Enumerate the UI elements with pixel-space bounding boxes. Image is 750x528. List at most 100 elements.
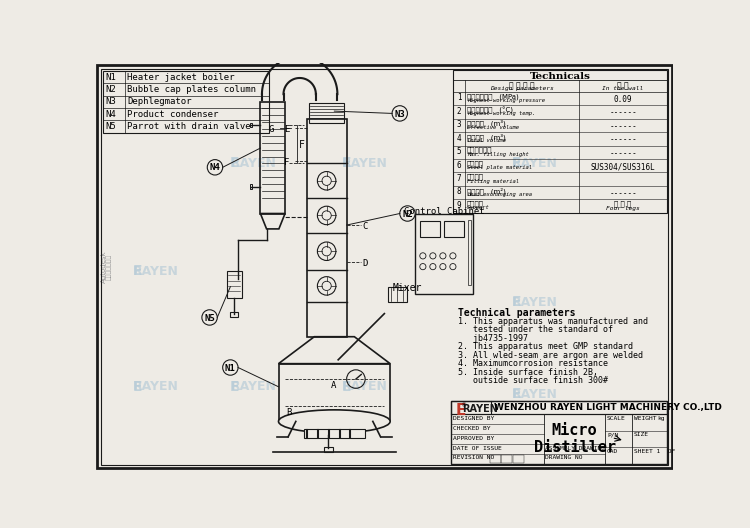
Text: N5: N5 xyxy=(204,314,215,323)
Text: 9: 9 xyxy=(457,201,461,210)
Text: F: F xyxy=(284,158,290,167)
Bar xyxy=(104,71,268,133)
Bar xyxy=(230,312,238,317)
Text: 钉板材质: 钉板材质 xyxy=(466,160,484,167)
Text: SUS304/SUS316L: SUS304/SUS316L xyxy=(591,162,656,171)
Text: ------: ------ xyxy=(609,189,637,198)
Text: REVISION NO: REVISION NO xyxy=(453,456,494,460)
Text: DATE OF ISSUE: DATE OF ISSUE xyxy=(453,446,502,450)
Text: RAYEN: RAYEN xyxy=(133,380,178,393)
Text: C: C xyxy=(362,222,368,231)
Text: F: F xyxy=(299,140,304,150)
Text: N4: N4 xyxy=(106,110,116,119)
Text: ASSEMBLY DRAWING: ASSEMBLY DRAWING xyxy=(545,446,605,450)
Text: WEIGHT: WEIGHT xyxy=(634,416,656,421)
Bar xyxy=(260,102,285,213)
Text: Effective volume: Effective volume xyxy=(466,125,519,130)
Text: N2: N2 xyxy=(402,210,412,219)
Text: SCALE: SCALE xyxy=(607,416,625,421)
Text: Four legs: Four legs xyxy=(606,206,640,211)
Text: Highest working pressure: Highest working pressure xyxy=(466,98,544,103)
Text: RAYEN: RAYEN xyxy=(512,157,557,170)
Bar xyxy=(468,220,472,285)
Text: RAYEN: RAYEN xyxy=(462,404,498,414)
Text: ------: ------ xyxy=(609,122,637,131)
Bar xyxy=(445,221,464,237)
Text: DRAWING NO: DRAWING NO xyxy=(545,456,583,460)
Text: 2: 2 xyxy=(457,107,461,116)
Text: N3: N3 xyxy=(106,97,116,106)
Text: 最高工作温度   (°C): 最高工作温度 (°C) xyxy=(466,107,513,114)
Text: 四 脚 支: 四 脚 支 xyxy=(614,201,632,208)
Bar xyxy=(502,455,512,463)
Text: E: E xyxy=(512,388,520,401)
Text: 最大充装高度: 最大充装高度 xyxy=(466,147,492,153)
Text: E: E xyxy=(512,295,520,309)
Text: 有效容积   (m³): 有效容积 (m³) xyxy=(466,120,506,127)
Text: E: E xyxy=(284,125,290,134)
Text: Total volume: Total volume xyxy=(466,138,506,143)
Text: outside surface finish 300#: outside surface finish 300# xyxy=(458,376,608,385)
Text: N2: N2 xyxy=(106,85,116,94)
Text: E: E xyxy=(133,380,142,394)
Bar xyxy=(250,122,252,127)
Text: E: E xyxy=(230,156,240,171)
Text: Heat exchanging area: Heat exchanging area xyxy=(466,192,532,197)
Text: G: G xyxy=(269,125,274,134)
Text: Max. filling height: Max. filling height xyxy=(466,152,529,157)
Text: RAYEN: RAYEN xyxy=(230,157,277,170)
Text: N3: N3 xyxy=(394,110,405,119)
Text: Highest working temp.: Highest working temp. xyxy=(466,111,535,117)
Text: 0.09: 0.09 xyxy=(614,95,632,104)
Text: E: E xyxy=(342,380,352,394)
Text: ------: ------ xyxy=(609,108,637,117)
Text: Design parameters: Design parameters xyxy=(490,87,554,91)
Bar xyxy=(323,447,333,452)
Bar xyxy=(490,455,501,463)
Text: 几何容积   (m³): 几何容积 (m³) xyxy=(466,133,506,141)
Text: 4. Maximumcorrosion resistance: 4. Maximumcorrosion resistance xyxy=(458,359,608,368)
Text: 3: 3 xyxy=(457,120,461,129)
Text: DESIGNED BY: DESIGNED BY xyxy=(453,416,494,421)
Text: RAYEN: RAYEN xyxy=(342,157,388,170)
Text: 5. Inside surface finish 2B,: 5. Inside surface finish 2B, xyxy=(458,367,598,376)
Text: jb4735-1997: jb4735-1997 xyxy=(458,334,527,343)
Text: Filling material: Filling material xyxy=(466,178,519,184)
Text: CAD: CAD xyxy=(607,449,618,454)
Text: WENZHOU RAYEN LIGHT MACHINERY CO.,LTD: WENZHOU RAYEN LIGHT MACHINERY CO.,LTD xyxy=(494,403,722,412)
Bar xyxy=(278,364,390,421)
Text: RAYEN: RAYEN xyxy=(133,265,178,278)
Text: Steel plate material: Steel plate material xyxy=(466,165,532,170)
Text: Micro
Distiller: Micro Distiller xyxy=(533,423,616,455)
Text: tested under the standard of: tested under the standard of xyxy=(458,325,613,334)
Text: D: D xyxy=(362,259,368,268)
Text: 教育版软件产品: 教育版软件产品 xyxy=(106,253,112,280)
Text: 支永方式: 支永方式 xyxy=(466,201,484,207)
Text: 容 内: 容 内 xyxy=(617,81,629,90)
Bar xyxy=(388,287,407,302)
Bar xyxy=(420,221,440,237)
Text: SHEET 1  OF: SHEET 1 OF xyxy=(634,449,675,454)
Text: RAYEN: RAYEN xyxy=(512,388,557,401)
Text: Technicals: Technicals xyxy=(530,72,590,81)
Text: 2. This apparatus meet GMP standard: 2. This apparatus meet GMP standard xyxy=(458,342,632,351)
Text: 5: 5 xyxy=(457,147,461,156)
Bar xyxy=(452,401,667,464)
Text: APPROVED BY: APPROVED BY xyxy=(453,436,494,441)
Text: P/N: P/N xyxy=(607,432,618,437)
Text: E: E xyxy=(455,403,466,418)
Text: E: E xyxy=(342,156,352,171)
Bar xyxy=(513,455,523,463)
Text: Control Cabinet: Control Cabinet xyxy=(404,208,484,216)
Bar xyxy=(453,70,667,213)
Text: ------: ------ xyxy=(609,135,637,144)
Text: E: E xyxy=(133,264,142,278)
Text: E: E xyxy=(230,380,240,394)
Bar xyxy=(452,401,667,414)
Text: Heater jacket boiler: Heater jacket boiler xyxy=(128,73,235,82)
Text: N1: N1 xyxy=(106,73,116,82)
Text: N4: N4 xyxy=(209,164,220,173)
Text: SIZE: SIZE xyxy=(634,432,649,437)
Text: 7: 7 xyxy=(457,174,461,183)
Text: 6: 6 xyxy=(457,161,461,169)
